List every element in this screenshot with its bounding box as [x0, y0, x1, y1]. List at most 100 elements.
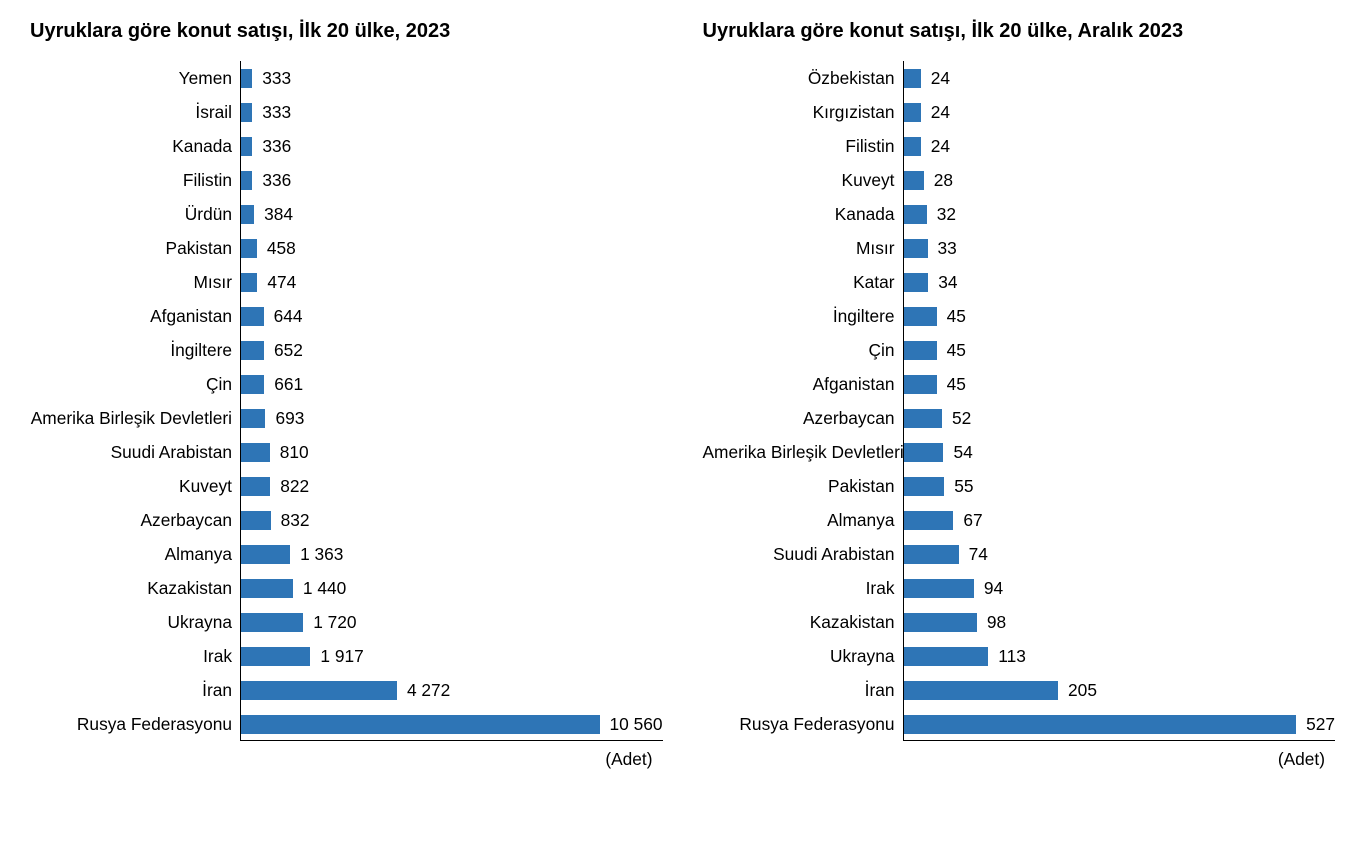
bar-row: İsrail333 — [30, 95, 663, 129]
category-label: Kanada — [703, 204, 903, 225]
bar-row: Afganistan45 — [703, 367, 1336, 401]
value-label: 24 — [921, 68, 950, 89]
bar-row: İran205 — [703, 673, 1336, 707]
bar — [903, 273, 929, 292]
bar — [903, 681, 1059, 700]
bar-area: 458 — [240, 231, 663, 265]
value-label: 74 — [959, 544, 988, 565]
bar-row: Irak94 — [703, 571, 1336, 605]
chart-title: Uyruklara göre konut satışı, İlk 20 ülke… — [30, 20, 663, 43]
bar-row: Afganistan644 — [30, 299, 663, 333]
value-label: 822 — [270, 476, 309, 497]
category-label: Filistin — [30, 170, 240, 191]
bar-area: 810 — [240, 435, 663, 469]
bar — [903, 647, 989, 666]
category-label: Çin — [703, 340, 903, 361]
bar-area: 28 — [903, 163, 1336, 197]
bar-area: 52 — [903, 401, 1336, 435]
bar-area: 94 — [903, 571, 1336, 605]
bar — [240, 443, 270, 462]
category-label: Özbekistan — [703, 68, 903, 89]
bar-row: Rusya Federasyonu10 560 — [30, 707, 663, 741]
category-label: Mısır — [703, 238, 903, 259]
category-label: Rusya Federasyonu — [703, 714, 903, 735]
category-label: Ürdün — [30, 204, 240, 225]
bar — [903, 137, 921, 156]
value-label: 458 — [257, 238, 296, 259]
category-label: Filistin — [703, 136, 903, 157]
bar-area: 336 — [240, 163, 663, 197]
bar-area: 34 — [903, 265, 1336, 299]
value-label: 33 — [928, 238, 957, 259]
bar — [903, 477, 945, 496]
bar-row: Mısır 33 — [703, 231, 1336, 265]
value-label: 98 — [977, 612, 1006, 633]
category-label: İsrail — [30, 102, 240, 123]
unit-label: (Adet) — [30, 749, 663, 770]
bar-area: 644 — [240, 299, 663, 333]
chart-title: Uyruklara göre konut satışı, İlk 20 ülke… — [703, 20, 1336, 43]
chart-panel-2023-year: Uyruklara göre konut satışı, İlk 20 ülke… — [30, 20, 663, 770]
category-label: İran — [703, 680, 903, 701]
value-label: 336 — [252, 170, 291, 191]
value-label: 4 272 — [397, 680, 450, 701]
bar — [240, 103, 252, 122]
bar-area: 45 — [903, 299, 1336, 333]
bar-row: Ukrayna1 720 — [30, 605, 663, 639]
bar-row: Irak1 917 — [30, 639, 663, 673]
category-label: Kuveyt — [30, 476, 240, 497]
bar — [240, 715, 600, 734]
bar-area: 693 — [240, 401, 663, 435]
value-label: 10 560 — [600, 714, 663, 735]
bar — [903, 205, 927, 224]
y-axis-line — [903, 61, 904, 741]
value-label: 113 — [988, 646, 1026, 667]
category-label: Amerika Birleşik Devletleri — [30, 408, 240, 429]
bar-area: 113 — [903, 639, 1336, 673]
bar-row: Ürdün 384 — [30, 197, 663, 231]
value-label: 810 — [270, 442, 309, 463]
bar-area: 336 — [240, 129, 663, 163]
category-label: Kırgızistan — [703, 102, 903, 123]
value-label: 24 — [921, 102, 950, 123]
bar-row: Kazakistan98 — [703, 605, 1336, 639]
unit-label: (Adet) — [703, 749, 1336, 770]
bar-area: 205 — [903, 673, 1336, 707]
bar — [240, 341, 264, 360]
bar-row: Kırgızistan 24 — [703, 95, 1336, 129]
bar-row: Almanya67 — [703, 503, 1336, 537]
bar — [903, 579, 974, 598]
value-label: 384 — [254, 204, 293, 225]
category-label: İngiltere — [30, 340, 240, 361]
bar-row: Kazakistan1 440 — [30, 571, 663, 605]
chart-panel-2023-december: Uyruklara göre konut satışı, İlk 20 ülke… — [703, 20, 1336, 770]
category-label: Amerika Birleşik Devletleri — [703, 442, 903, 463]
bar-row: Özbekistan 24 — [703, 61, 1336, 95]
value-label: 1 917 — [310, 646, 363, 667]
x-axis-line — [903, 740, 1336, 741]
value-label: 45 — [937, 340, 966, 361]
value-label: 832 — [271, 510, 310, 531]
category-label: Suudi Arabistan — [703, 544, 903, 565]
bar-area: 24 — [903, 95, 1336, 129]
value-label: 24 — [921, 136, 950, 157]
bar — [240, 647, 310, 666]
bar-row: Almanya1 363 — [30, 537, 663, 571]
bar-area: 45 — [903, 367, 1336, 401]
bar — [240, 307, 264, 326]
bar-row: Suudi Arabistan810 — [30, 435, 663, 469]
bar-row: Filistin 24 — [703, 129, 1336, 163]
bar — [240, 681, 397, 700]
bar-area: 32 — [903, 197, 1336, 231]
value-label: 336 — [252, 136, 291, 157]
bar-row: Yemen333 — [30, 61, 663, 95]
bar — [240, 375, 264, 394]
value-label: 67 — [953, 510, 982, 531]
bar-area: 1 720 — [240, 605, 663, 639]
bar — [903, 613, 977, 632]
bar-area: 661 — [240, 367, 663, 401]
bar-row: İngiltere652 — [30, 333, 663, 367]
value-label: 54 — [943, 442, 972, 463]
value-label: 55 — [944, 476, 973, 497]
bar-area: 24 — [903, 129, 1336, 163]
